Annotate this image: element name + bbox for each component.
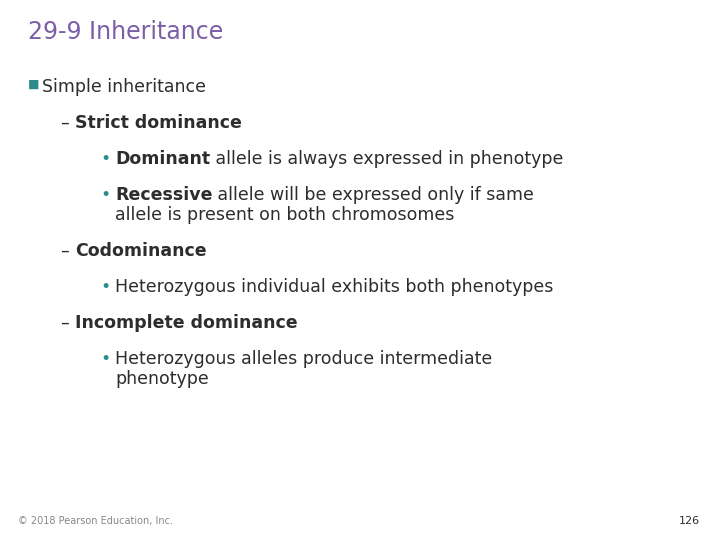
Text: Simple inheritance: Simple inheritance [42,78,206,96]
Text: Codominance: Codominance [75,242,207,260]
Text: phenotype: phenotype [115,370,209,388]
Text: •: • [100,186,110,204]
Text: allele is present on both chromosomes: allele is present on both chromosomes [115,206,454,224]
Text: –: – [60,242,68,260]
Text: •: • [100,350,110,368]
Text: Strict dominance: Strict dominance [75,114,242,132]
Text: •: • [100,278,110,296]
Text: Heterozygous individual exhibits both phenotypes: Heterozygous individual exhibits both ph… [115,278,554,296]
Text: Recessive: Recessive [115,186,212,204]
Text: •: • [100,150,110,168]
Text: © 2018 Pearson Education, Inc.: © 2018 Pearson Education, Inc. [18,516,173,526]
Text: –: – [60,114,68,132]
Text: allele is always expressed in phenotype: allele is always expressed in phenotype [210,150,564,168]
Text: 126: 126 [679,516,700,526]
Text: Incomplete dominance: Incomplete dominance [75,314,297,332]
Text: Dominant: Dominant [115,150,210,168]
Text: Heterozygous alleles produce intermediate: Heterozygous alleles produce intermediat… [115,350,492,368]
Text: –: – [60,314,68,332]
Text: 29-9 Inheritance: 29-9 Inheritance [28,20,223,44]
Text: ■: ■ [28,78,40,91]
Text: allele will be expressed only if same: allele will be expressed only if same [212,186,534,204]
